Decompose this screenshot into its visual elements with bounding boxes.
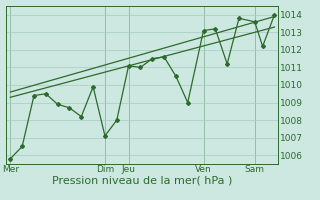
X-axis label: Pression niveau de la mer( hPa ): Pression niveau de la mer( hPa ) [52, 176, 233, 186]
